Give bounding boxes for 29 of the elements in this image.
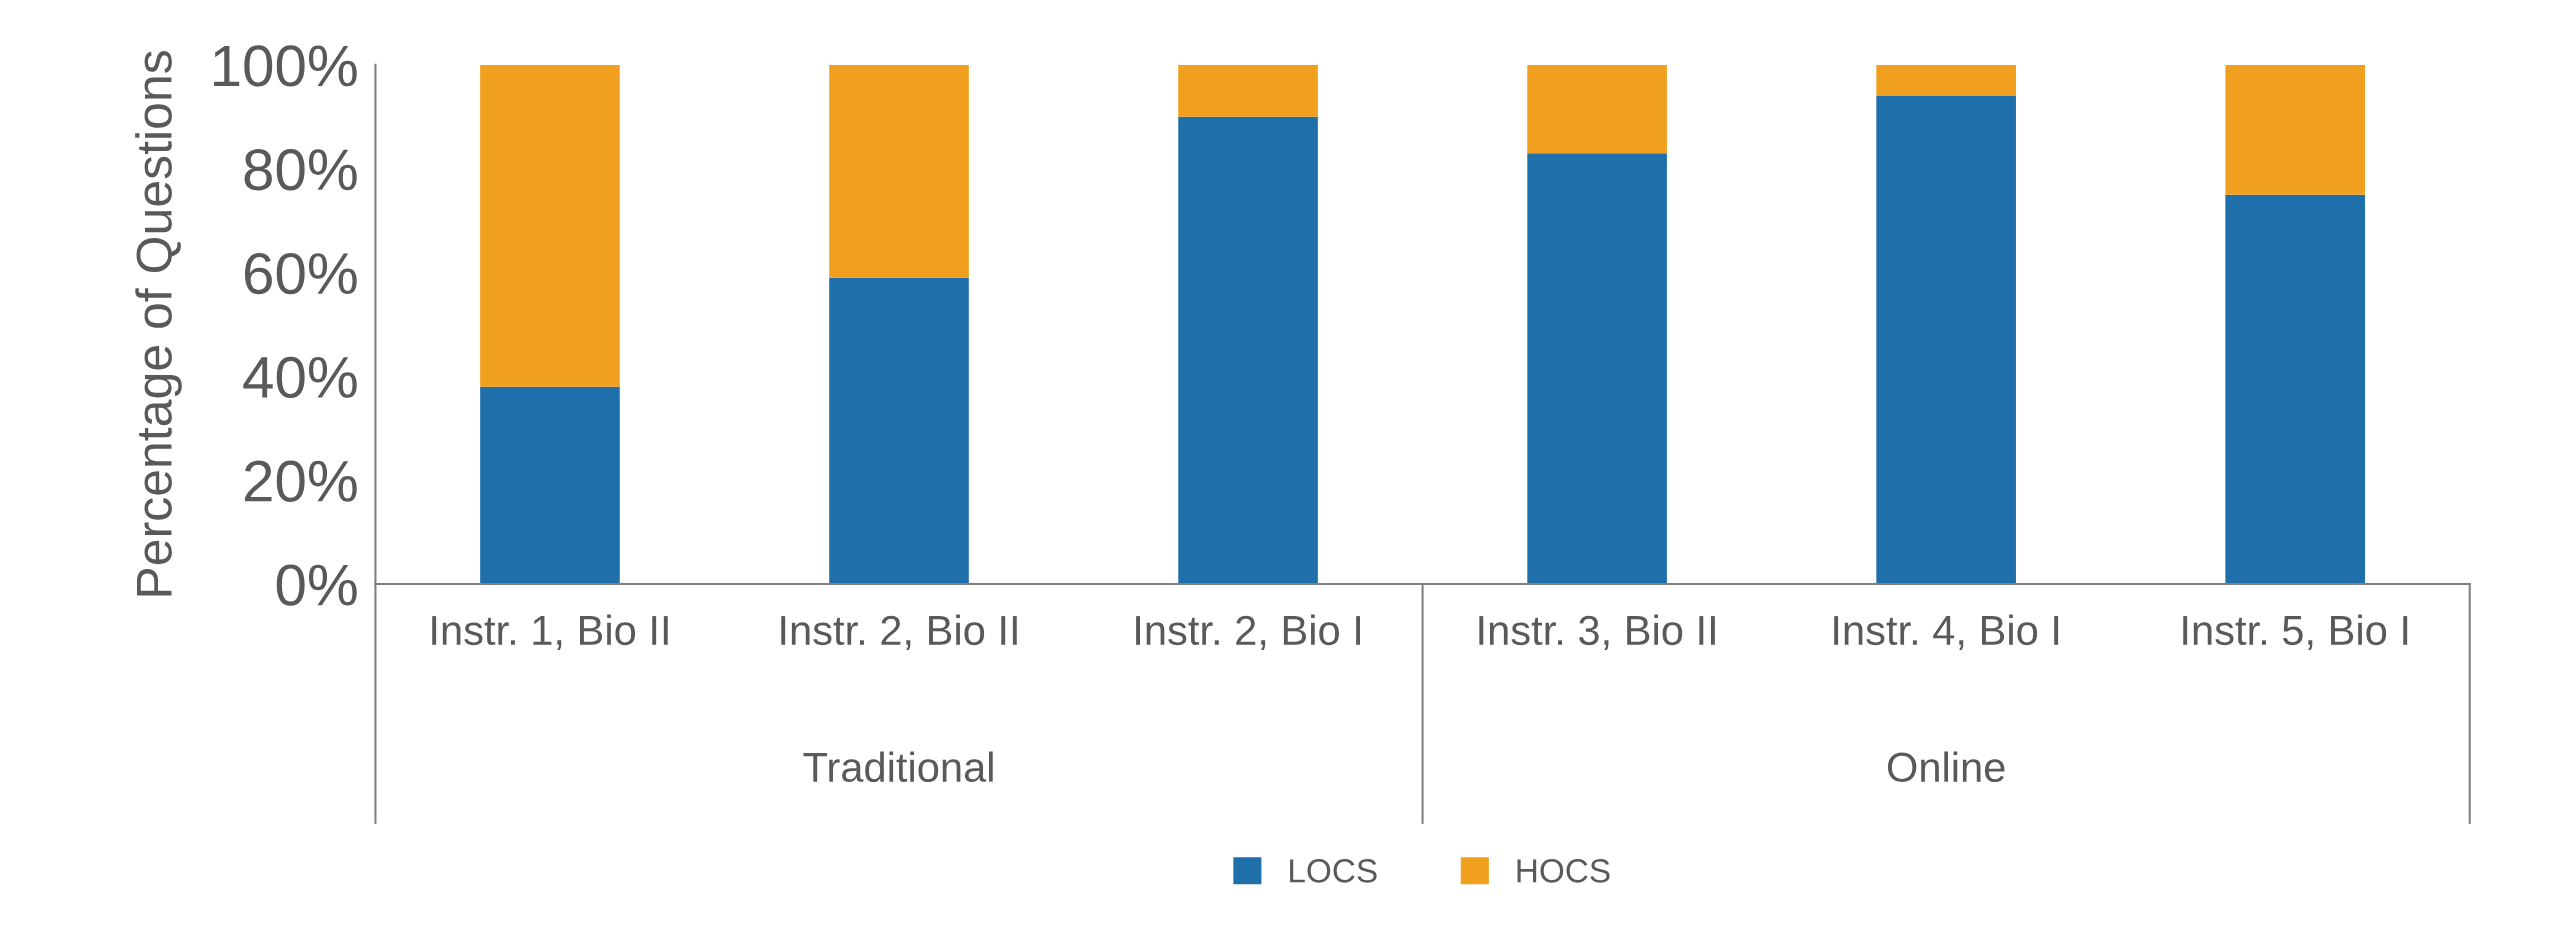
legend-label: HOCS bbox=[1517, 859, 1610, 883]
y-tick-label: 0% bbox=[276, 564, 357, 606]
x-tick-label: Instr. 4, Bio I bbox=[1834, 614, 2059, 651]
y-tick-label: 40% bbox=[243, 356, 357, 399]
bar bbox=[1178, 64, 1318, 117]
legend-label: LOCS bbox=[1290, 859, 1377, 883]
text: Online bbox=[1887, 751, 2005, 783]
y-tick-label: 60% bbox=[244, 252, 357, 295]
bar bbox=[2225, 194, 2365, 585]
bar bbox=[2225, 64, 2365, 195]
x-tick-label: Instr. 2, Bio II bbox=[781, 614, 1017, 651]
bar bbox=[1876, 96, 2016, 585]
bar bbox=[480, 64, 620, 387]
bar bbox=[1527, 153, 1667, 585]
bar bbox=[829, 64, 969, 278]
bar bbox=[829, 277, 969, 585]
x-tick-label: Instr. 2, Bio I bbox=[1136, 614, 1361, 651]
y-tick-label: 100% bbox=[214, 45, 357, 87]
y-axis-title: Percentage of Questions bbox=[135, 51, 182, 596]
x-tick-label: Instr. 5, Bio I bbox=[2183, 614, 2408, 651]
x-tick-label: Instr. 1, Bio II bbox=[432, 614, 668, 651]
bar bbox=[1527, 64, 1667, 154]
bar bbox=[480, 386, 620, 585]
y-tick-label: 20% bbox=[244, 460, 357, 502]
text: Traditional bbox=[803, 751, 993, 783]
x-tick-label: Instr. 3, Bio II bbox=[1479, 614, 1715, 651]
bar bbox=[1876, 64, 2016, 97]
y-tick-label: 80% bbox=[244, 149, 357, 191]
bar bbox=[1178, 116, 1318, 585]
